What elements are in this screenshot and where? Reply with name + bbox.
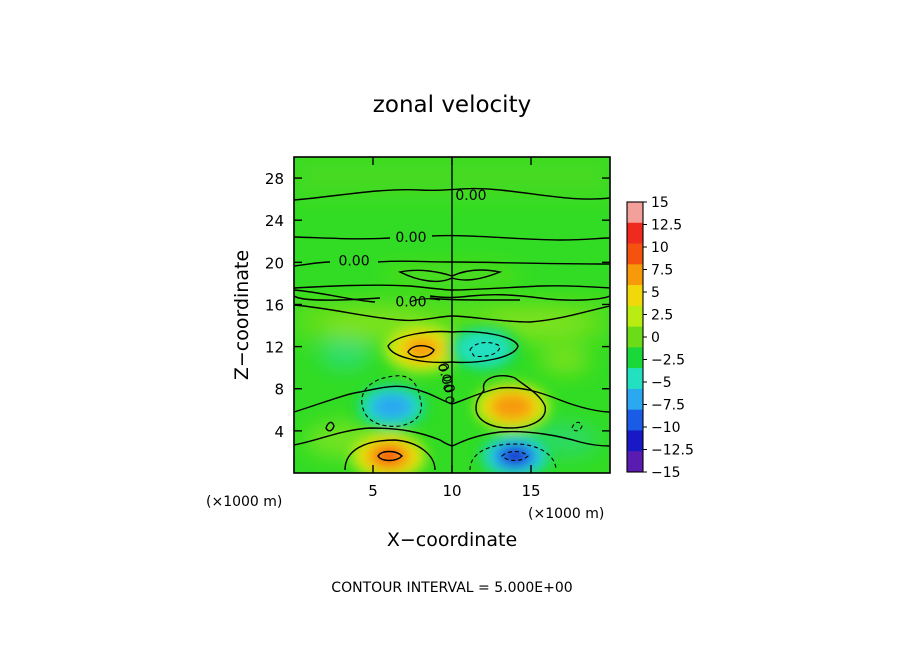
- contour-line: [409, 298, 441, 303]
- x-axis-label: X−coordinate: [387, 529, 517, 551]
- contour-line: [407, 345, 435, 358]
- colorbar-swatch: [627, 326, 643, 348]
- y-axis-label: Z−coordinate: [231, 250, 253, 380]
- velocity-feature-0: [376, 448, 402, 465]
- x-unit-left: (×1000 m): [206, 494, 282, 510]
- colorbar-label: 7.5: [651, 263, 673, 279]
- contour-line: [445, 396, 455, 404]
- chart-title: zonal velocity: [373, 92, 531, 118]
- colorbar-swatch: [627, 264, 643, 286]
- colorbar-label: −12.5: [651, 443, 694, 459]
- colorbar-swatch: [627, 285, 643, 307]
- contour-value-label: 0.00: [395, 294, 426, 310]
- colorbar-label: −15: [651, 465, 681, 481]
- y-tick-label: 16: [265, 296, 284, 314]
- x-tick-label: 15: [521, 482, 540, 500]
- colorbar-label: 0: [651, 330, 660, 346]
- contour-line: [387, 330, 519, 364]
- contour-line: [294, 260, 610, 267]
- y-tick-label: 4: [274, 423, 284, 441]
- contour-lines: [294, 157, 610, 473]
- colorbar-label: 2.5: [651, 308, 673, 324]
- contour-line: [294, 234, 610, 241]
- colorbar-swatch: [627, 305, 643, 327]
- colorbar-swatch: [627, 222, 643, 244]
- colorbar-swatch: [627, 202, 643, 224]
- colorbar: 15 12.5 10 7.5 5 2.5 0 −2.5 −5 −7.5 −10 −12.5 −15: [626, 195, 694, 481]
- y-tick-label: 28: [265, 170, 284, 188]
- contour-line: [443, 384, 453, 392]
- contour-line: [377, 450, 403, 462]
- contour-value-label: 0.00: [455, 188, 486, 204]
- colorbar-label: 5: [651, 285, 660, 301]
- x-tick-label: 5: [368, 482, 378, 500]
- y-tick-label: 12: [265, 339, 284, 357]
- colorbar-swatch: [627, 347, 643, 369]
- colorbar-label: −5: [651, 375, 672, 391]
- colorbar-swatch: [627, 409, 643, 431]
- colorbar-swatch: [627, 243, 643, 265]
- velocity-feature-3: [499, 398, 525, 415]
- colorbar-swatch: [627, 368, 643, 390]
- colorbar-label: −7.5: [651, 398, 685, 414]
- contour-value-label: 0.00: [338, 253, 369, 269]
- colorbar-label: −2.5: [651, 353, 685, 369]
- contour-line: [344, 439, 436, 471]
- colorbar-label: 12.5: [651, 218, 682, 234]
- contour-line-negative: [361, 375, 422, 427]
- colorbar-swatch: [627, 430, 643, 452]
- colorbar-label: 10: [651, 240, 669, 256]
- y-tick-label: 20: [265, 254, 284, 272]
- contour-line-negative: [501, 450, 529, 462]
- velocity-field: [294, 157, 610, 473]
- y-tick-label: 24: [265, 212, 284, 230]
- x-tick-label: 10: [442, 482, 461, 500]
- velocity-feature-2: [379, 398, 405, 415]
- velocity-feature-5: [467, 338, 500, 360]
- contour-value-label: 0.00: [395, 230, 426, 246]
- colorbar-label: 15: [651, 195, 669, 211]
- contour-value-label: 0.00: [434, 361, 458, 395]
- contour-line: [294, 289, 521, 303]
- y-axis: 4 8 12 16 20 24 28: [265, 170, 610, 441]
- colorbar-label: −10: [651, 420, 681, 436]
- contour-line-negative: [469, 443, 557, 471]
- y-tick-label: 8: [274, 381, 284, 399]
- x-axis: 5 10 15: [368, 157, 541, 500]
- contour-line: [397, 269, 503, 283]
- contour-interval-note: CONTOUR INTERVAL = 5.000E+00: [331, 580, 572, 596]
- contour-line-negative: [469, 341, 501, 358]
- x-unit-right: (×1000 m): [528, 506, 604, 522]
- contour-line-negative: [571, 421, 583, 432]
- contour-line: [438, 364, 448, 372]
- plot-area: 0.00 0.00 0.00 0.00 0.00: [294, 157, 610, 473]
- colorbar-swatch: [627, 388, 643, 410]
- colorbar-swatch: [627, 451, 643, 473]
- contour-line: [325, 421, 335, 432]
- contour-line: [475, 374, 546, 429]
- contour-line: [442, 374, 452, 382]
